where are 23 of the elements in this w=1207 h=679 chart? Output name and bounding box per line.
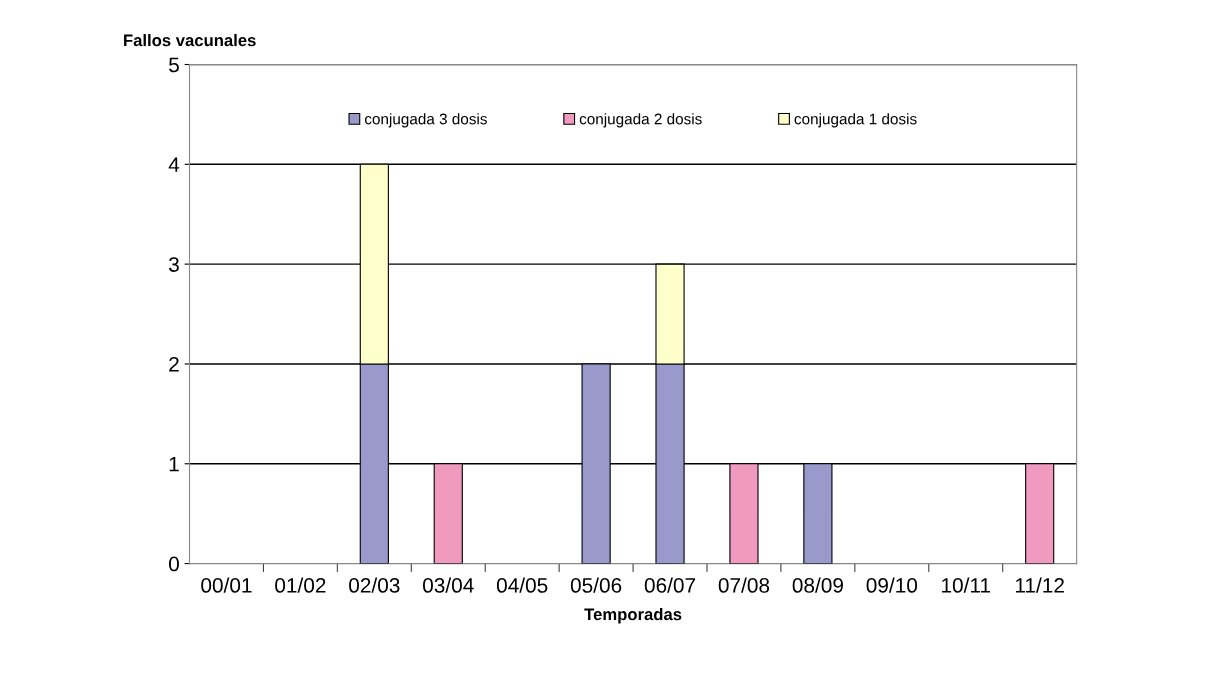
- y-tick-label: 4: [168, 157, 180, 172]
- x-tick-label: 11/12: [1015, 577, 1064, 593]
- x-tick-label: 09/10: [866, 577, 918, 593]
- x-tick-label: 00/01: [201, 577, 252, 593]
- x-tick-label: 07/08: [718, 577, 770, 593]
- x-tick-label: 03/04: [423, 577, 474, 593]
- y-tick-label: 2: [169, 356, 179, 372]
- y-axis-title: Fallos vacunales: [124, 34, 256, 47]
- legend-label: conjugada 2 dosis: [579, 113, 702, 128]
- y-tick-label: 0: [169, 556, 179, 572]
- x-tick-label: 06/07: [644, 577, 696, 593]
- x-tick-label: 02/03: [349, 577, 400, 593]
- y-tick-label: 5: [169, 57, 179, 73]
- x-tick-label: 08/09: [792, 577, 843, 593]
- y-tick-label: 1: [169, 456, 179, 472]
- x-tick-label: 04/05: [496, 577, 548, 593]
- x-axis-title: Temporadas: [584, 607, 682, 624]
- x-tick-label: 10/11: [942, 577, 991, 593]
- legend-label: conjugada 3 dosis: [364, 113, 487, 128]
- legend-label: conjugada 1 dosis: [794, 113, 917, 128]
- y-tick-label: 3: [168, 257, 179, 272]
- x-tick-label: 05/06: [570, 577, 622, 593]
- x-tick-label: 01/02: [275, 577, 326, 593]
